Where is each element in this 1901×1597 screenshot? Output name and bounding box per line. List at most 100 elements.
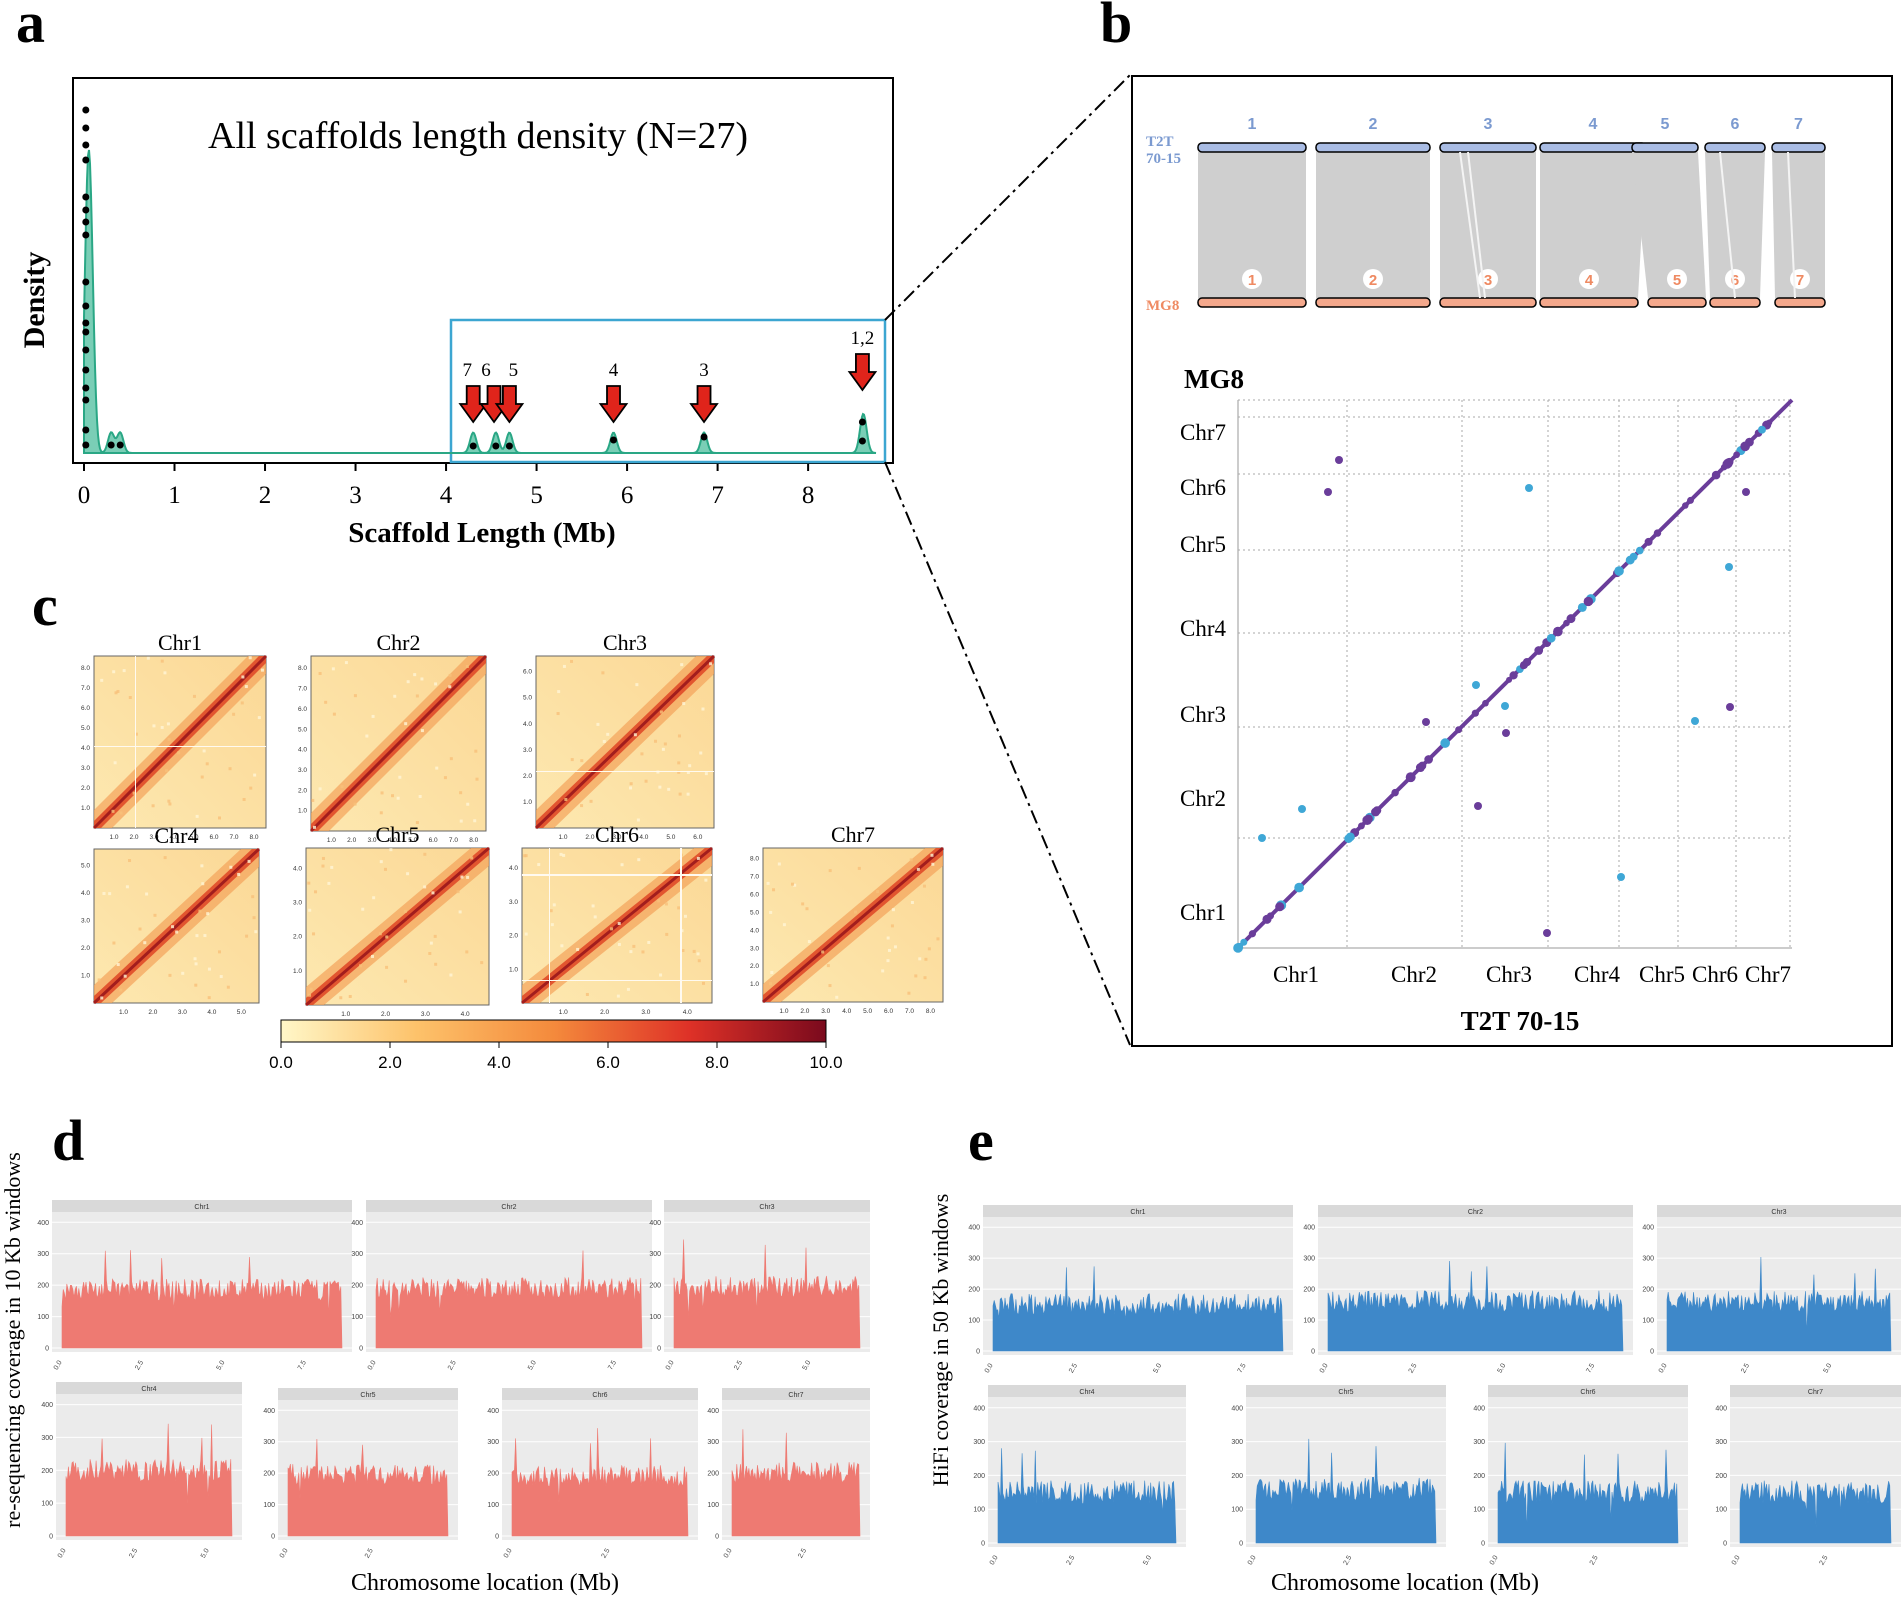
- hic-map-speckle: [434, 962, 438, 966]
- facet-y-tick: 200: [487, 1471, 499, 1478]
- facet-y-tick: 0: [359, 1346, 363, 1353]
- hic-x-tick: 5.0: [237, 1009, 246, 1016]
- hic-map-speckle: [348, 994, 352, 998]
- dotplot-point: [1455, 726, 1463, 734]
- facet-strip: [983, 1205, 1293, 1217]
- hic-map-speckle: [632, 944, 636, 948]
- facet-strip-label: Chr5: [1338, 1389, 1353, 1396]
- hic-map-speckle: [659, 973, 663, 977]
- synteny-frame: [1131, 75, 1893, 1047]
- hic-map-speckle: [664, 902, 668, 906]
- dotplot-point: [1405, 772, 1416, 783]
- hic-x-tick: 1.0: [341, 1011, 350, 1018]
- hic-y-tick: 1.0: [509, 966, 518, 973]
- facet-y-tick: 0: [271, 1534, 275, 1541]
- hic-map-speckle: [200, 775, 204, 779]
- facet-x-tick: 0.0: [503, 1547, 514, 1559]
- facet-y-tick: 100: [351, 1314, 363, 1321]
- dotplot-point: [1583, 596, 1594, 607]
- dotplot-y-tick: Chr7: [1180, 420, 1226, 445]
- hic-map-speckle: [688, 764, 692, 768]
- facet-y-tick: 300: [707, 1439, 719, 1446]
- coverage-bars: [287, 1438, 449, 1537]
- hic-map-speckle: [312, 932, 316, 936]
- facet-y-tick: 200: [37, 1283, 49, 1290]
- hic-map-speckle: [637, 858, 641, 862]
- hic-map-speckle: [768, 982, 772, 986]
- hic-map-speckle: [219, 975, 223, 979]
- inversion-line: [1467, 151, 1486, 299]
- dotplot-point: [1546, 633, 1556, 643]
- facet-strip: [56, 1382, 242, 1394]
- hic-map-speckle: [678, 792, 682, 796]
- colorbar: [280, 1019, 827, 1043]
- hic-map-speckle: [537, 863, 541, 867]
- hic-map-speckle: [125, 885, 129, 889]
- facet-strip: [664, 1200, 870, 1212]
- facet-x-tick: 7.5: [297, 1359, 308, 1371]
- dotplot-point: [1364, 814, 1373, 824]
- hic-map-speckle: [699, 751, 703, 755]
- hic-map-speckle: [629, 786, 633, 790]
- facet-x-tick: 2.5: [364, 1547, 375, 1559]
- hic-y-tick: 4.0: [81, 745, 90, 752]
- hic-map-title: Chr6: [595, 822, 639, 847]
- facet-x-tick: 0.0: [1489, 1554, 1500, 1566]
- x-tick-label: 1: [168, 482, 181, 509]
- x-tick-label: 5: [530, 482, 543, 509]
- hic-y-tick: 3.0: [298, 767, 307, 774]
- facet-strip-label: Chr5: [360, 1392, 375, 1399]
- hic-map-speckle: [428, 951, 432, 955]
- facet-strip-label: Chr4: [1079, 1389, 1094, 1396]
- hic-map-speckle: [195, 814, 199, 818]
- hic-x-tick: 8.0: [469, 837, 478, 844]
- hic-map-speckle: [116, 689, 120, 693]
- facet-strip: [1488, 1385, 1688, 1397]
- coverage-bars: [1255, 1438, 1437, 1544]
- dotplot-point: [1553, 626, 1563, 637]
- hic-map-speckle: [168, 973, 172, 977]
- facet-strip-label: Chr1: [1130, 1209, 1145, 1216]
- hic-map-speckle: [683, 914, 687, 918]
- dotplot-outlier: [1324, 488, 1332, 496]
- hic-map-speckle: [245, 934, 249, 938]
- hic-x-tick: 8.0: [926, 1008, 935, 1015]
- hic-x-tick: 2.0: [148, 1009, 157, 1016]
- mg8-chr-badge: [1363, 269, 1383, 289]
- facet-x-tick: 2.5: [1408, 1362, 1419, 1374]
- dotplot-point: [1509, 671, 1518, 680]
- hic-map-speckle: [644, 779, 648, 783]
- inversion-line: [1719, 151, 1736, 299]
- hic-map-speckle: [380, 791, 384, 795]
- hic-y-tick: 8.0: [298, 665, 307, 672]
- hic-map-speckle: [393, 694, 397, 698]
- dotplot-outlier: [1726, 703, 1734, 711]
- hic-map-speckle: [677, 906, 681, 910]
- hic-map-speckle: [244, 685, 248, 689]
- hic-map-speckle: [620, 863, 624, 867]
- dotplot-point: [1566, 614, 1576, 624]
- hic-map-speckle: [251, 895, 255, 899]
- facet-x-tick: 0.0: [1731, 1554, 1742, 1566]
- hic-map: Chr1 1.0 2.0 3.0 4.0 5.0 6.0 7.0 8.0 1.0 2.0 3.0 4.0…: [81, 630, 268, 841]
- scaffold-point: [82, 319, 90, 327]
- hic-map-speckle: [164, 769, 168, 773]
- hic-map-speckle: [372, 896, 376, 900]
- hic-map-speckle: [702, 981, 706, 985]
- highlight-box: [449, 318, 887, 464]
- hic-map-speckle: [585, 992, 589, 996]
- dotplot-outlier: [1422, 718, 1430, 726]
- hic-y-tick: 5.0: [81, 863, 90, 870]
- hic-map-speckle: [828, 869, 832, 873]
- hic-y-tick: 6.0: [750, 892, 759, 899]
- hic-map-speckle: [331, 667, 335, 671]
- facet-y-tick: 400: [1231, 1405, 1243, 1412]
- facet-strip: [1657, 1205, 1901, 1217]
- hic-map-speckle: [194, 983, 198, 987]
- colorbar-ticks: 0.0 2.0 4.0 6.0 8.0 10.0: [269, 1042, 843, 1072]
- hic-map-speckle: [460, 875, 464, 879]
- facet-y-tick: 400: [487, 1408, 499, 1415]
- facet-y-tick: 300: [1715, 1439, 1727, 1446]
- facet-x-tick: 0.0: [1658, 1362, 1669, 1374]
- hic-map-speckle: [203, 934, 207, 938]
